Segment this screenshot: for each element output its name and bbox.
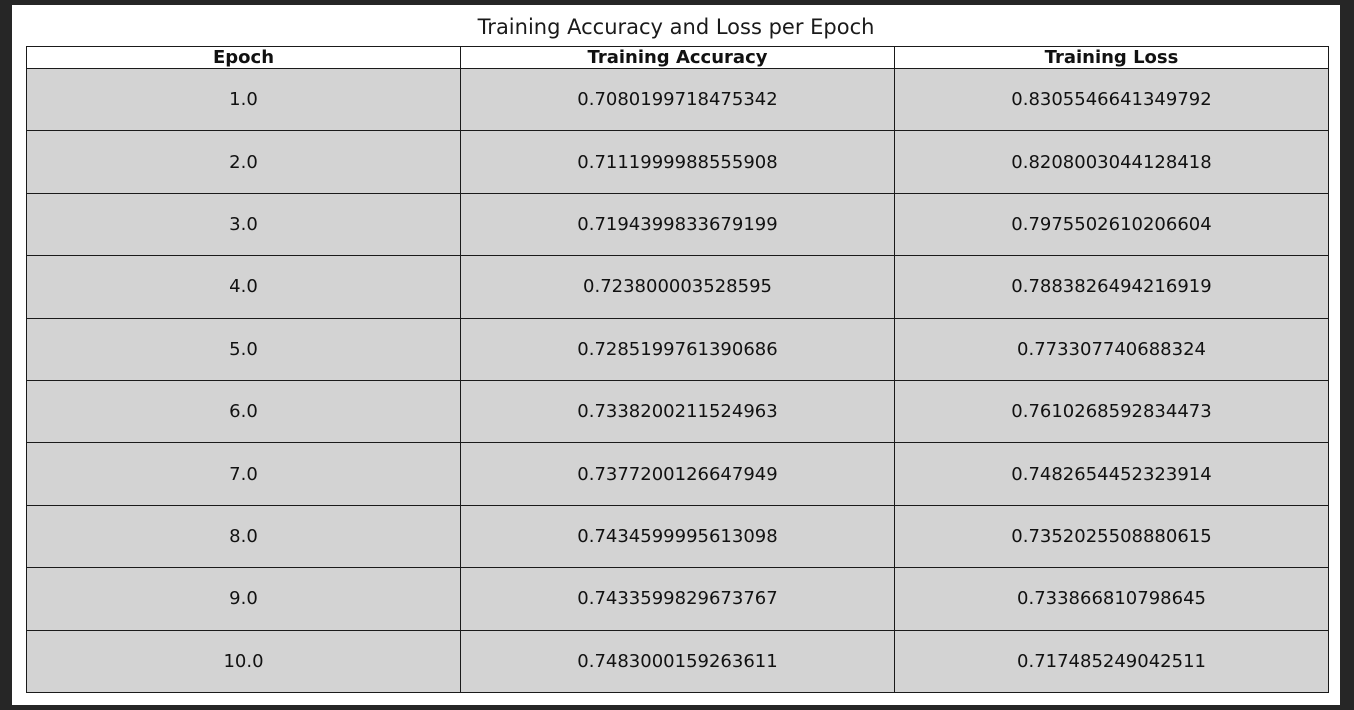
table-cell-training-accuracy: 0.7433599829673767 (460, 567, 895, 631)
table-cell-training-loss: 0.7975502610206604 (894, 192, 1329, 257)
table-row: 6.0 0.7338200211524963 0.7610268592834473 (26, 379, 1329, 444)
table-cell-training-loss: 0.7883826494216919 (894, 255, 1329, 319)
table-body: 1.0 0.7080199718475342 0.8305546641349792 2… (26, 67, 1329, 694)
table-cell-training-loss: 0.8208003044128418 (894, 130, 1329, 194)
table-row: 8.0 0.7434599995613098 0.7352025508880615 (26, 504, 1329, 569)
table-cell-training-loss: 0.733866810798645 (894, 567, 1329, 631)
table-row: 3.0 0.7194399833679199 0.7975502610206604 (26, 192, 1329, 257)
column-header-epoch: Epoch (26, 46, 461, 69)
table-cell-training-loss: 0.7610268592834473 (894, 379, 1329, 444)
column-header-training-accuracy: Training Accuracy (460, 46, 895, 69)
column-header-training-loss: Training Loss (894, 46, 1329, 69)
table-cell-epoch: 3.0 (26, 192, 461, 257)
table-cell-training-loss: 0.773307740688324 (894, 317, 1329, 381)
table-figure: Training Accuracy and Loss per Epoch Epo… (12, 5, 1340, 705)
table-cell-training-accuracy: 0.7111999988555908 (460, 130, 895, 194)
table-row: 1.0 0.7080199718475342 0.8305546641349792 (26, 67, 1329, 132)
table-title: Training Accuracy and Loss per Epoch (477, 15, 875, 39)
table-cell-training-loss: 0.8305546641349792 (894, 67, 1329, 132)
table-cell-training-loss: 0.7352025508880615 (894, 504, 1329, 569)
table-row: 5.0 0.7285199761390686 0.773307740688324 (26, 317, 1329, 381)
table-row: 4.0 0.723800003528595 0.7883826494216919 (26, 255, 1329, 319)
table-cell-epoch: 9.0 (26, 567, 461, 631)
data-table: Epoch Training Accuracy Training Loss 1.0 0… (26, 46, 1329, 694)
table-cell-training-loss: 0.7482654452323914 (894, 442, 1329, 506)
table-cell-epoch: 4.0 (26, 255, 461, 319)
table-cell-epoch: 7.0 (26, 442, 461, 506)
table-cell-training-accuracy: 0.7194399833679199 (460, 192, 895, 257)
table-row: 7.0 0.7377200126647949 0.7482654452323914 (26, 442, 1329, 506)
table-cell-epoch: 8.0 (26, 504, 461, 569)
table-cell-training-accuracy: 0.7285199761390686 (460, 317, 895, 381)
table-header-row: Epoch Training Accuracy Training Loss (26, 46, 1329, 69)
table-cell-training-accuracy: 0.7080199718475342 (460, 67, 895, 132)
table-cell-training-loss: 0.717485249042511 (894, 629, 1329, 694)
table-cell-training-accuracy: 0.723800003528595 (460, 255, 895, 319)
table-cell-training-accuracy: 0.7377200126647949 (460, 442, 895, 506)
table-cell-training-accuracy: 0.7338200211524963 (460, 379, 895, 444)
table-cell-epoch: 10.0 (26, 629, 461, 694)
table-row: 2.0 0.7111999988555908 0.8208003044128418 (26, 130, 1329, 194)
table-row: 9.0 0.7433599829673767 0.733866810798645 (26, 567, 1329, 631)
table-cell-epoch: 2.0 (26, 130, 461, 194)
table-cell-epoch: 1.0 (26, 67, 461, 132)
table-cell-training-accuracy: 0.7434599995613098 (460, 504, 895, 569)
table-cell-epoch: 6.0 (26, 379, 461, 444)
table-cell-epoch: 5.0 (26, 317, 461, 381)
table-row: 10.0 0.7483000159263611 0.717485249042511 (26, 629, 1329, 694)
table-cell-training-accuracy: 0.7483000159263611 (460, 629, 895, 694)
